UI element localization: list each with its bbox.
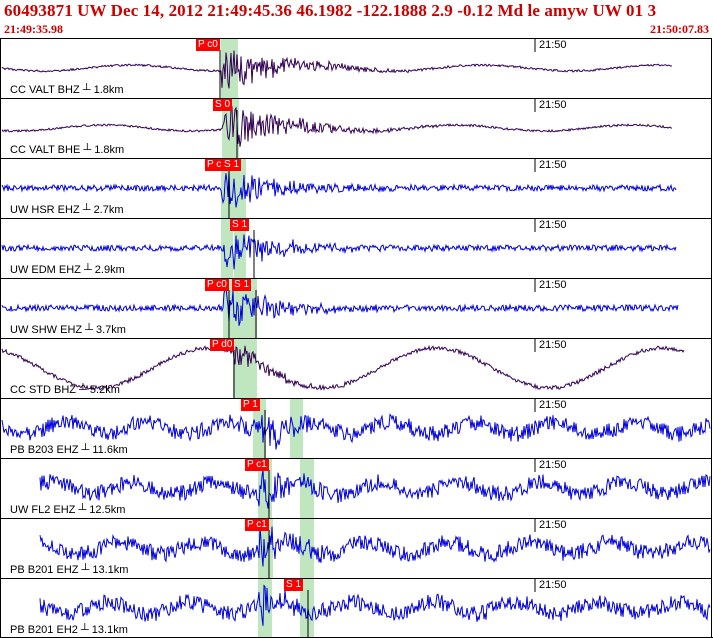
minute-label: 21:50 <box>539 39 567 51</box>
minute-label: 21:50 <box>539 159 567 171</box>
waveform-trace <box>1 344 685 391</box>
phase-pick-flag[interactable]: P c1 <box>245 459 269 471</box>
waveform-trace <box>39 469 711 509</box>
station-label: CC VALT BHZ ┴ 1.8km <box>10 84 124 96</box>
station-label: CC STD BHZ ┴ 5.2km <box>10 384 120 396</box>
phase-pick-flag[interactable]: P c1 <box>245 519 269 531</box>
phase-window <box>258 579 272 638</box>
minute-label: 21:50 <box>539 219 567 231</box>
phase-window <box>300 579 314 638</box>
waveform-trace <box>39 584 711 626</box>
event-title: 60493871 UW Dec 14, 2012 21:49:45.36 46.… <box>4 1 657 20</box>
phase-pick-flag[interactable]: P c0 <box>205 279 229 291</box>
record-header: 60493871 UW Dec 14, 2012 21:49:45.36 46.… <box>0 0 713 38</box>
phase-window <box>221 219 233 278</box>
phase-window <box>300 519 314 578</box>
phase-pick-flag[interactable]: S 1 <box>232 279 252 291</box>
waveform-trace <box>1 105 673 147</box>
station-label: PB B203 EHZ ┴ 11.6km <box>10 444 128 456</box>
waveform-trace <box>39 526 711 567</box>
phase-pick-flag[interactable]: P d0 <box>210 339 235 351</box>
waveform-trace <box>1 170 677 208</box>
minute-label: 21:50 <box>539 99 567 111</box>
station-label: CC VALT BHE ┴ 1.8km <box>10 144 125 156</box>
phase-window <box>236 279 257 338</box>
phase-pick-flag[interactable]: S 1 <box>284 579 304 591</box>
minute-label: 21:50 <box>539 279 567 291</box>
phase-window <box>290 399 303 458</box>
waveform-trace <box>1 286 679 326</box>
minute-label: 21:50 <box>539 579 567 591</box>
phase-pick-flag[interactable]: P c S 1 <box>205 159 242 171</box>
minute-label: 21:50 <box>539 459 567 471</box>
waveform-trace <box>1 413 711 450</box>
phase-pick-flag[interactable]: S 1 <box>230 219 250 231</box>
phase-pick-flag[interactable]: P 1 <box>241 399 260 411</box>
end-time: 21:50:07.83 <box>650 22 709 36</box>
panel-frame <box>0 578 712 638</box>
minute-label: 21:50 <box>539 339 567 351</box>
station-label: PB B201 EH2 ┴ 13.1km <box>10 624 128 636</box>
station-label: UW HSR EHZ ┴ 2.7km <box>10 204 124 216</box>
station-label: UW SHW EHZ ┴ 3.7km <box>10 324 126 336</box>
phase-pick-flag[interactable]: P c0 <box>196 39 220 51</box>
start-time: 21:49:35.98 <box>4 22 63 36</box>
minute-label: 21:50 <box>539 519 567 531</box>
waveform-trace <box>1 50 672 89</box>
minute-label: 21:50 <box>539 399 567 411</box>
station-label: PB B201 EHZ ┴ 13.1km <box>10 564 129 576</box>
phase-pick-flag[interactable]: S 0 <box>213 99 233 111</box>
station-label: UW EDM EHZ ┴ 2.9km <box>10 264 125 276</box>
station-label: UW FL2 EHZ ┴ 12.5km <box>10 504 126 516</box>
waveform-trace <box>1 234 677 270</box>
phase-window <box>234 219 246 278</box>
